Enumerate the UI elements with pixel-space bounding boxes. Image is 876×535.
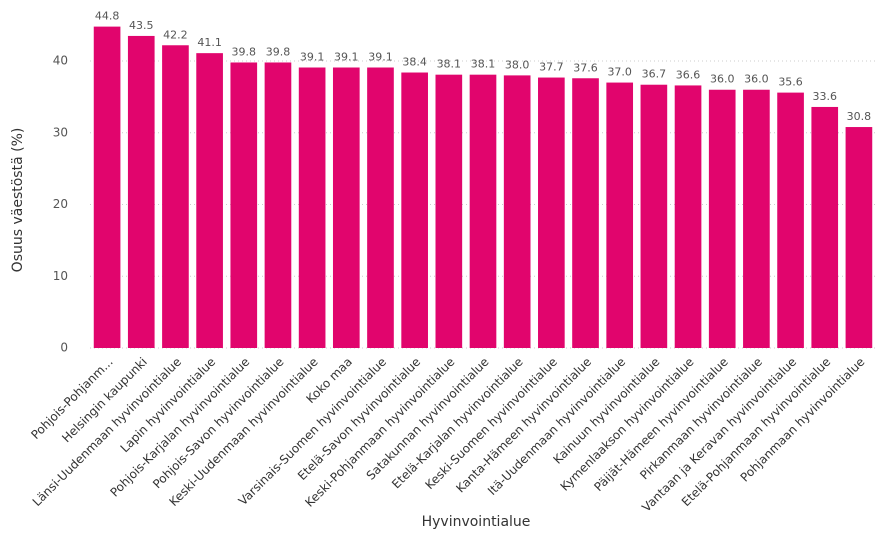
value-label: 39.8 [232, 45, 257, 58]
value-label: 30.8 [847, 110, 872, 123]
bar [401, 72, 428, 349]
y-tick-label: 20 [53, 197, 68, 211]
value-label: 36.0 [744, 73, 769, 86]
value-label: 33.6 [812, 90, 837, 103]
bar [469, 74, 497, 348]
bar [332, 67, 360, 348]
value-label: 39.1 [334, 51, 359, 64]
y-axis-title: Osuus väestöstä (%) [10, 128, 26, 273]
bar [640, 84, 668, 348]
bar [743, 89, 770, 348]
bar [162, 45, 189, 349]
value-label: 36.6 [676, 68, 701, 81]
bar [845, 127, 873, 348]
value-label: 38.1 [471, 58, 496, 71]
x-tick-label: Pohjanmaan hyvinvointialue [738, 355, 868, 485]
bar [674, 85, 702, 348]
value-label: 35.6 [778, 76, 803, 89]
bar [708, 89, 736, 348]
bar [572, 78, 599, 349]
bar [367, 67, 394, 348]
value-label: 36.7 [642, 68, 667, 81]
bar [777, 92, 804, 348]
value-label: 36.0 [710, 73, 735, 86]
bar [606, 82, 634, 348]
value-label: 39.1 [368, 51, 393, 64]
y-tick-label: 40 [53, 54, 68, 68]
value-label: 37.7 [539, 61, 564, 74]
value-label: 44.8 [95, 10, 120, 23]
y-tick-label: 30 [53, 125, 68, 139]
value-label: 39.1 [300, 51, 325, 64]
value-label: 41.1 [197, 36, 222, 49]
x-axis-title: Hyvinvointialue [422, 514, 531, 530]
bar [230, 62, 258, 348]
value-label: 37.0 [607, 66, 632, 79]
value-label: 43.5 [129, 19, 154, 32]
y-tick-label: 10 [53, 269, 68, 283]
bar [435, 74, 463, 348]
bar [503, 75, 531, 349]
value-label: 37.6 [573, 61, 598, 74]
bar [538, 77, 565, 348]
y-tick-label: 0 [60, 341, 68, 355]
bar [196, 53, 223, 349]
value-label: 38.0 [505, 58, 530, 71]
value-label: 38.4 [402, 56, 427, 69]
bar [127, 35, 155, 348]
value-label: 39.8 [266, 45, 291, 58]
bar [811, 106, 839, 349]
bar [264, 62, 292, 348]
bar [298, 67, 326, 348]
value-label: 42.2 [163, 28, 188, 41]
value-label: 38.1 [437, 58, 462, 71]
bar [93, 26, 121, 348]
